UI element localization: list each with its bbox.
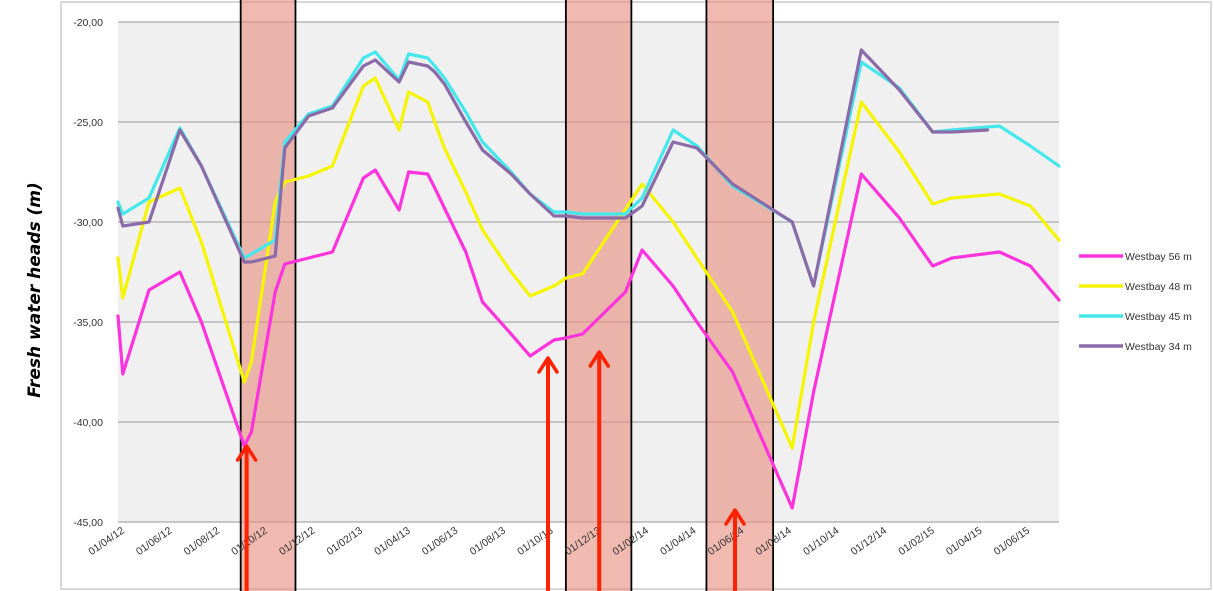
highlight-band-2 [706,0,774,591]
arrow-head-3 [724,508,746,526]
arrow-head-0 [235,444,258,462]
y-tick-label: -35,00 [73,317,103,329]
highlight-band-0 [240,0,296,591]
y-tick-label: -20,00 [73,17,103,29]
y-tick-label: -25,00 [73,117,103,129]
arrows [235,350,746,591]
y-tick-label: -30,00 [73,217,103,229]
y-tick-label: -40,00 [73,417,103,429]
y-tick-label: -45,00 [73,517,103,529]
arrow-head-1 [537,356,559,374]
y-axis-label: Fresh water heads (m) [25,182,45,398]
series-line-2 [116,76,1061,450]
y-tick-labels: -20,00 -25,00 -30,00 -35,00 -40,00 -45,00 [73,17,103,529]
legend-label-1: Westbay 56 m [1125,251,1192,263]
legend-label-4: Westbay 34 m [1125,341,1192,353]
series-line-4 [116,48,990,288]
legend: Westbay 56 m Westbay 48 m Westbay 45 m West… [1079,251,1192,353]
legend-label-2: Westbay 48 m [1125,281,1192,293]
series-line-1 [116,168,1061,510]
legend-label-3: Westbay 45 m [1125,311,1192,323]
arrow-head-2 [588,350,610,368]
series-lines [116,48,1061,510]
